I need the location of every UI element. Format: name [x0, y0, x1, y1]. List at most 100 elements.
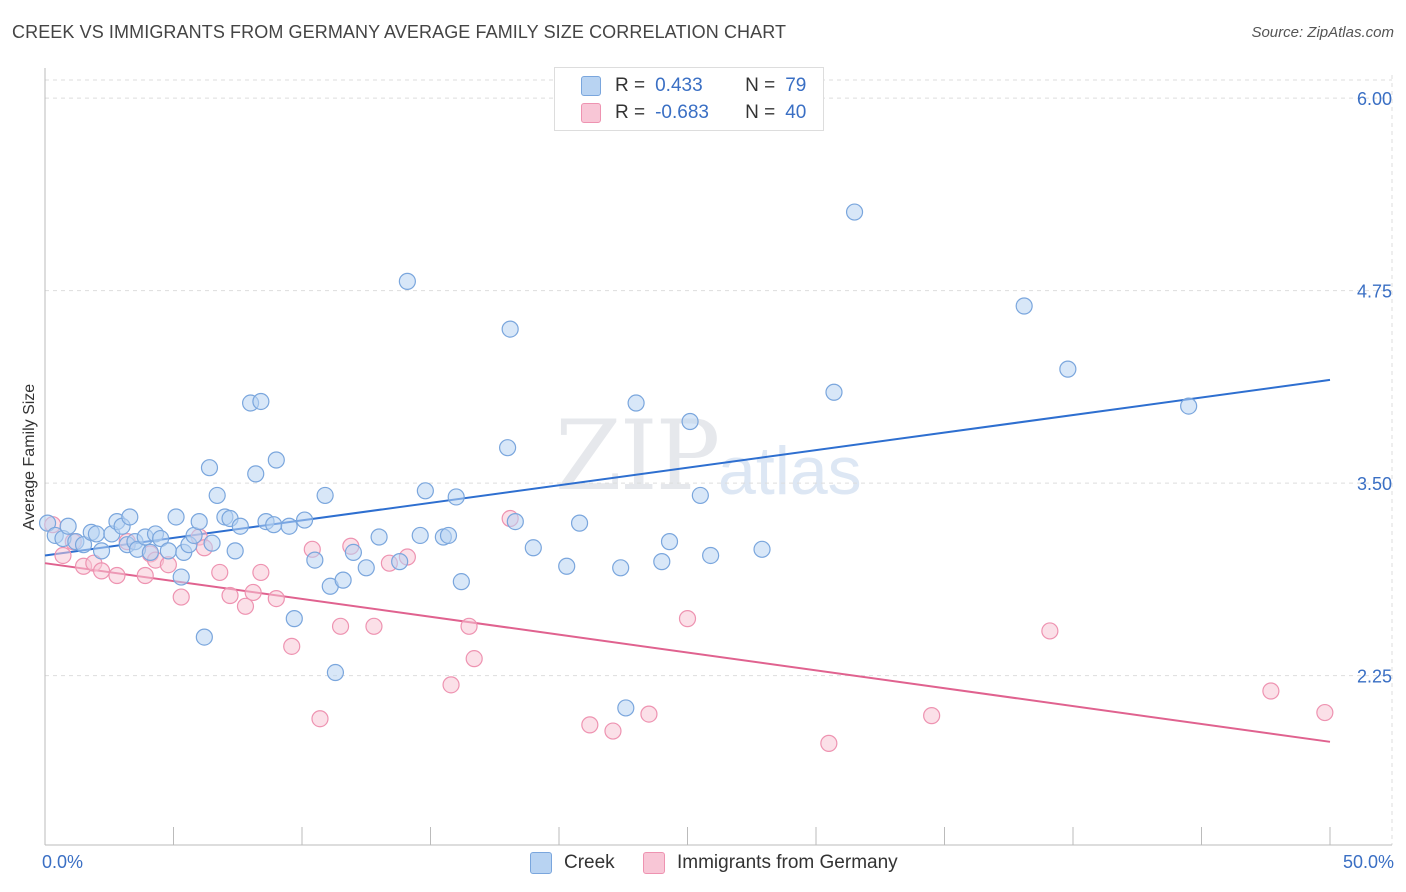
creek-point: [326, 663, 345, 682]
germany-point: [465, 650, 483, 668]
watermark-atlas: atlas: [718, 433, 862, 509]
germany-point: [136, 566, 154, 585]
creek-point: [702, 546, 720, 565]
germany-point: [604, 722, 622, 740]
germany-point: [92, 562, 111, 580]
legend-creek-swatch: [530, 852, 552, 874]
trend-lines: [44, 378, 1331, 743]
creek-point: [172, 568, 190, 586]
creek-point: [439, 526, 458, 545]
germany-point: [820, 734, 838, 752]
creek-point: [411, 526, 429, 545]
creek-point: [316, 486, 334, 505]
legend-germany-label: Immigrants from Germany: [677, 852, 898, 873]
creek-point: [452, 573, 470, 591]
creek-point: [845, 203, 864, 221]
germany-points: [44, 509, 1334, 752]
grid-lines: [45, 75, 1393, 845]
x-tick-label-max: 50.0%: [1342, 852, 1394, 872]
legend-row-creek: R = 0.433 N = 79: [581, 74, 806, 98]
legend-creek-label: Creek: [564, 852, 615, 873]
creek-point: [200, 459, 219, 477]
germany-point: [221, 586, 239, 605]
creek-point: [1180, 397, 1198, 415]
creek-point: [190, 512, 208, 531]
creek-point: [691, 486, 709, 505]
y-tick-label: 3.50: [1357, 474, 1392, 494]
germany-point: [581, 716, 599, 734]
creek-point: [617, 699, 635, 717]
creek-point: [660, 533, 679, 551]
creek-point: [141, 543, 159, 562]
germany-point: [1316, 703, 1334, 722]
creek-point: [653, 553, 671, 571]
creek-swatch: [581, 76, 601, 96]
germany-point: [236, 597, 255, 615]
creek-point: [370, 528, 388, 546]
creek-point: [280, 517, 298, 535]
x-tick-label-min: 0.0%: [42, 852, 84, 872]
creek-point: [203, 534, 221, 552]
creek-point: [38, 514, 57, 532]
germany-point: [311, 710, 329, 728]
creek-point: [295, 511, 314, 529]
germany-point: [283, 637, 301, 655]
germany-r-label: R =: [615, 102, 646, 123]
creek-point: [265, 516, 283, 534]
germany-point: [1041, 622, 1059, 640]
germany-point: [252, 563, 270, 582]
creek-point: [825, 383, 843, 401]
creek-n-value: 79: [785, 75, 807, 96]
creek-point: [1015, 297, 1033, 315]
creek-point: [159, 542, 177, 560]
creek-r-value: 0.433: [655, 75, 703, 96]
creek-point: [357, 559, 375, 577]
germany-point: [365, 617, 383, 635]
creek-point: [398, 272, 416, 290]
germany-n-label: N =: [745, 102, 776, 123]
creek-point: [306, 551, 324, 569]
creek-point: [334, 571, 352, 589]
germany-point: [108, 566, 126, 585]
creek-point: [152, 529, 170, 548]
creek-point: [247, 465, 265, 483]
legend-item-creek: Creek: [530, 852, 615, 874]
creek-point: [499, 439, 517, 457]
creek-point: [285, 610, 303, 628]
creek-point: [208, 486, 226, 505]
stats-legend: R = 0.433 N = 79 R = -0.683 N = 40: [554, 67, 824, 131]
y-axis-label: Average Family Size: [21, 384, 38, 531]
creek-point: [92, 542, 111, 560]
creek-point: [87, 525, 106, 543]
creek-point: [391, 553, 409, 571]
germany-trend-line: [44, 562, 1331, 743]
creek-point: [506, 512, 524, 531]
creek-point: [416, 482, 434, 500]
creek-point: [1059, 360, 1077, 378]
germany-point: [331, 617, 350, 635]
germany-n-value: 40: [785, 102, 807, 123]
germany-point: [244, 583, 262, 602]
creek-point: [612, 559, 630, 577]
germany-point: [460, 617, 478, 635]
creek-point: [195, 628, 213, 646]
axes: [44, 68, 1392, 846]
creek-n-label: N =: [745, 75, 776, 96]
germany-swatch: [581, 103, 601, 123]
creek-point: [753, 540, 771, 558]
legend-germany-swatch: [643, 852, 665, 874]
creek-point: [344, 543, 362, 562]
creek-point: [524, 539, 542, 557]
creek-point: [570, 514, 589, 532]
creek-point: [121, 508, 139, 526]
legend-item-germany: Immigrants from Germany: [643, 852, 898, 874]
source-credit: Source: ZipAtlas.com: [1251, 24, 1394, 41]
germany-point: [923, 707, 941, 725]
creek-point: [267, 451, 285, 469]
y-tick-labels: 2.25 3.50 4.75 6.00: [1357, 89, 1392, 686]
creek-point: [167, 508, 185, 526]
germany-point: [267, 589, 285, 608]
creek-point: [681, 412, 699, 431]
germany-r-value: -0.683: [655, 102, 709, 123]
